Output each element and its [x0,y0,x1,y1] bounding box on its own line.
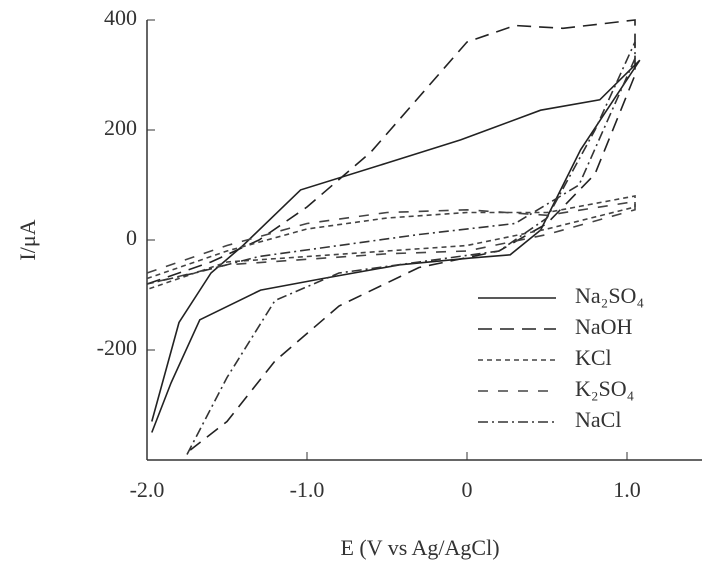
x-tick-label: -2.0 [130,477,165,502]
x-tick-label: 1.0 [613,477,641,502]
legend-label: NaCl [575,407,621,432]
legend-label: KCl [575,345,612,370]
data-line [147,196,635,290]
x-tick-label: 0 [462,477,473,502]
y-tick-label: 200 [104,115,137,140]
x-axis-label: E (V vs Ag/AgCl) [340,535,499,560]
y-axis-label: I/μA [15,219,40,260]
data-line [147,202,635,285]
y-tick-label: 0 [126,225,137,250]
x-tick-label: -1.0 [290,477,325,502]
y-tick-label: -200 [97,335,137,360]
data-line [147,42,635,455]
legend-label: K₂SO₄ [575,376,634,401]
y-tick-label: 400 [104,5,137,30]
legend-label: Na₂SO₄ [575,283,644,308]
legend-label: NaOH [575,314,633,339]
data-line [147,20,635,450]
chart: I/μA E (V vs Ag/AgCl) 400 200 0 -200 -2.0 -1.… [0,0,702,575]
